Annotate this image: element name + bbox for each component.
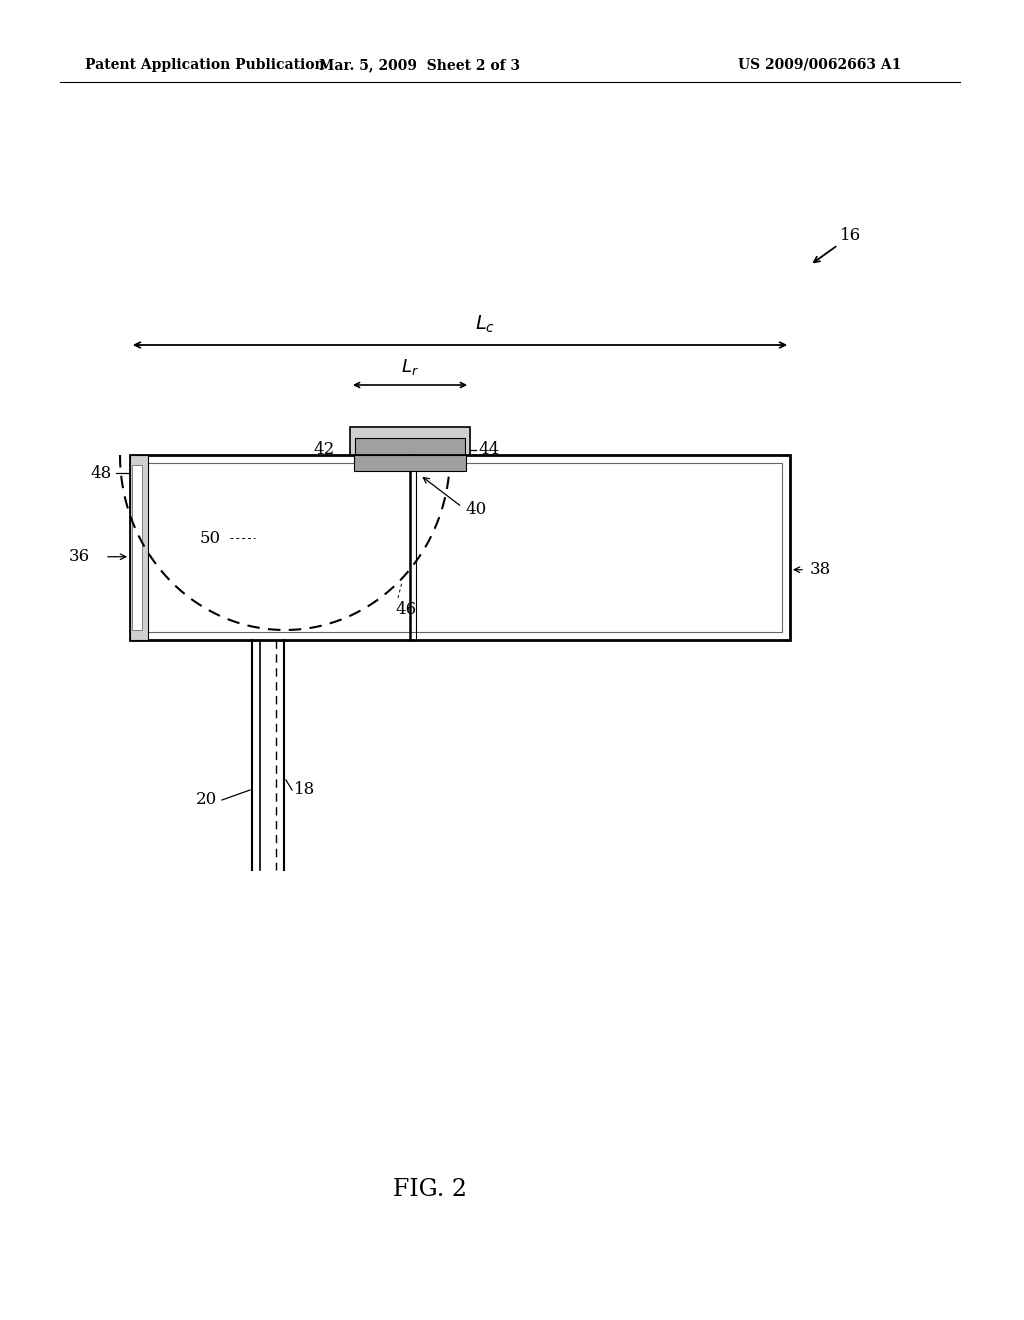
Text: Mar. 5, 2009  Sheet 2 of 3: Mar. 5, 2009 Sheet 2 of 3	[319, 58, 520, 73]
Text: 38: 38	[810, 561, 831, 578]
Text: 40: 40	[465, 502, 486, 519]
Text: 46: 46	[395, 602, 416, 619]
Bar	[350, 426, 470, 463]
Text: 20: 20	[196, 792, 217, 808]
Text: 50: 50	[200, 529, 221, 546]
Text: 42: 42	[313, 441, 335, 458]
Bar	[132, 465, 142, 630]
Text: 48: 48	[91, 465, 112, 482]
Text: Patent Application Publication: Patent Application Publication	[85, 58, 325, 73]
Bar	[138, 463, 782, 632]
Bar	[130, 455, 790, 640]
Bar	[130, 455, 148, 640]
Text: $L_c$: $L_c$	[475, 314, 495, 335]
Text: 18: 18	[294, 781, 315, 799]
Text: FIG. 2: FIG. 2	[393, 1179, 467, 1201]
Text: $L_r$: $L_r$	[401, 356, 419, 378]
Text: US 2009/0062663 A1: US 2009/0062663 A1	[738, 58, 902, 73]
Bar	[355, 438, 465, 458]
Bar	[354, 455, 466, 471]
Text: 16: 16	[840, 227, 861, 243]
Text: 36: 36	[69, 548, 90, 565]
Text: 44: 44	[478, 441, 500, 458]
